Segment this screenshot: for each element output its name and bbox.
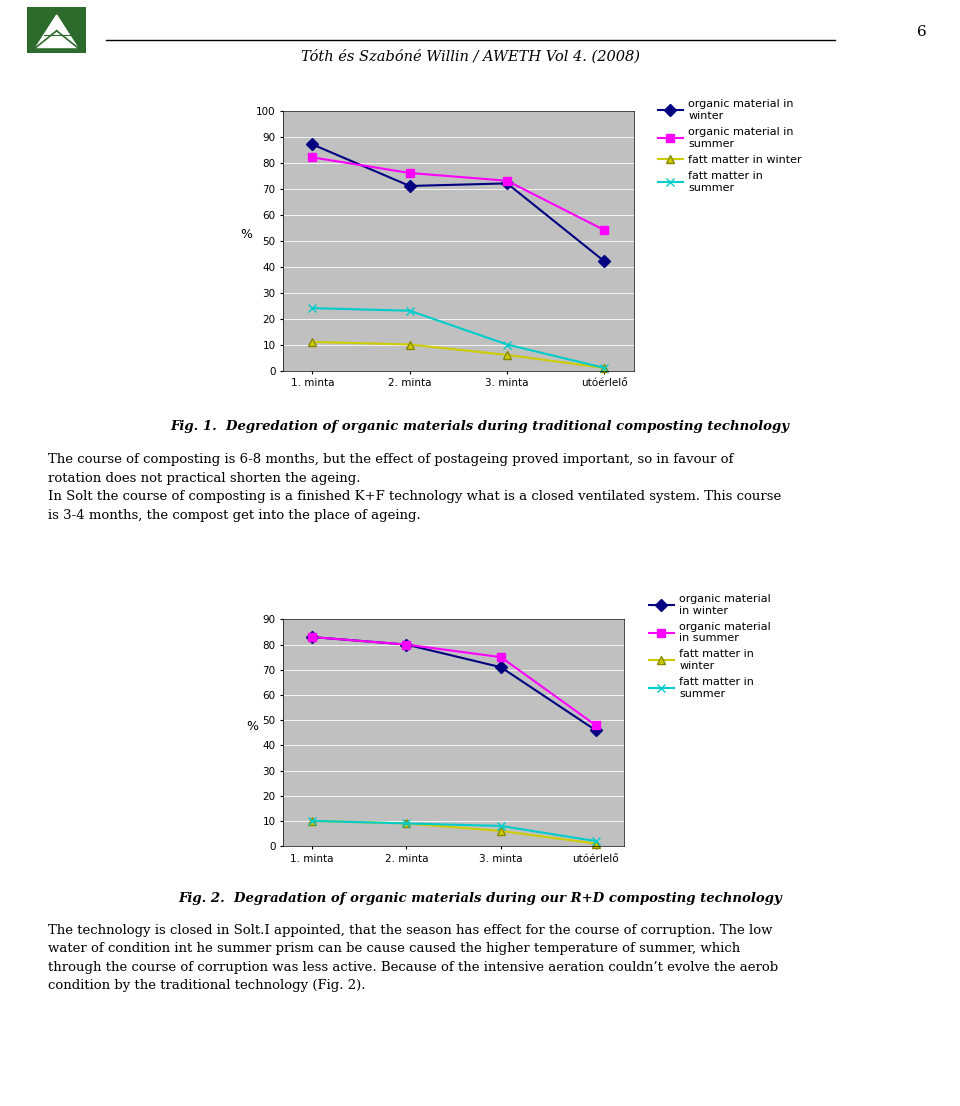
Text: The technology is closed in Solt.I appointed, that the season has effect for the: The technology is closed in Solt.I appoi… [48, 924, 779, 992]
Text: Fig. 1.  Degredation of organic materials during traditional composting technolo: Fig. 1. Degredation of organic materials… [171, 420, 789, 434]
Text: 6: 6 [917, 25, 926, 40]
Text: Fig. 2.  Degradation of organic materials during our R+D composting technology: Fig. 2. Degradation of organic materials… [179, 891, 781, 905]
Text: The course of composting is 6-8 months, but the effect of postageing proved impo: The course of composting is 6-8 months, … [48, 453, 781, 522]
Polygon shape [36, 15, 78, 48]
Y-axis label: %: % [247, 720, 258, 733]
Y-axis label: %: % [240, 228, 252, 241]
Legend: organic material
in winter, organic material
in summer, fatt matter in
winter, f: organic material in winter, organic mate… [649, 594, 771, 699]
Text: Tóth és Szabóné Willin / AWETH Vol 4. (2008): Tóth és Szabóné Willin / AWETH Vol 4. (2… [300, 50, 640, 64]
Legend: organic material in
winter, organic material in
summer, fatt matter in winter, f: organic material in winter, organic mate… [659, 100, 802, 192]
